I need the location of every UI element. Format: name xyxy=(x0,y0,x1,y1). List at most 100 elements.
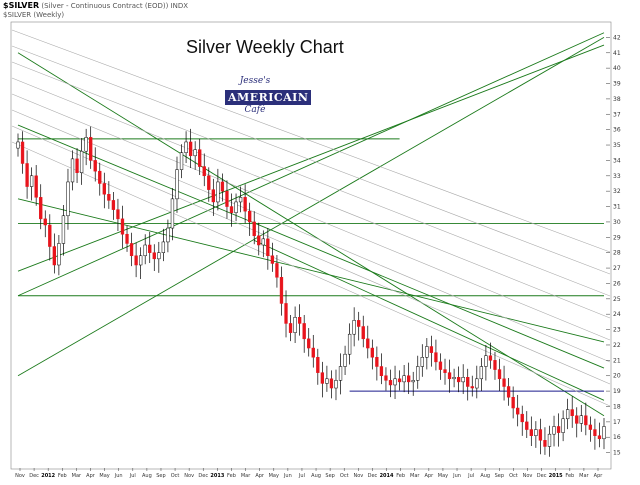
x-tick-label: Dec xyxy=(368,473,378,479)
candle-body xyxy=(429,346,434,353)
candle-body xyxy=(152,252,156,260)
candle-body xyxy=(347,333,352,355)
x-tick-label: Dec xyxy=(537,473,547,479)
y-tick-label: 41 xyxy=(613,50,621,57)
y-tick-label: 15 xyxy=(613,450,621,457)
fan-line-4 xyxy=(11,93,611,341)
x-tick-label: Aug xyxy=(142,473,152,479)
symbol-description: (Silver - Continuous Contract (EOD)) IND… xyxy=(41,2,189,10)
x-tick-label: Mar xyxy=(410,473,420,479)
candle-body xyxy=(438,361,443,370)
candle-body xyxy=(447,372,452,380)
candle-body xyxy=(184,141,188,153)
candle-body xyxy=(361,326,365,340)
candle-body xyxy=(188,141,193,157)
candle-body xyxy=(257,235,261,246)
candle-body xyxy=(166,227,170,243)
candle-body xyxy=(111,200,116,210)
candle-body xyxy=(288,323,293,333)
x-tick-label: Sep xyxy=(156,473,165,479)
candle-body xyxy=(61,215,66,244)
y-tick-label: 23 xyxy=(613,327,621,334)
candle-body xyxy=(488,355,493,361)
x-tick-label: Dec xyxy=(198,473,208,479)
candle-body xyxy=(375,357,379,367)
fan-line-1 xyxy=(11,45,611,275)
candle-body xyxy=(261,238,265,246)
candle-body xyxy=(102,183,106,195)
x-tick-label: Feb xyxy=(565,473,574,479)
candle-body xyxy=(193,149,197,157)
candle-body xyxy=(29,175,34,187)
x-tick-label: Oct xyxy=(171,473,180,479)
candle-body xyxy=(125,233,129,244)
logo-line1: Jesse's xyxy=(239,76,271,86)
candle-body xyxy=(270,255,275,264)
candle-body xyxy=(556,426,561,433)
candle-body xyxy=(307,338,311,349)
y-tick-label: 24 xyxy=(613,311,621,318)
candle-body xyxy=(579,415,583,424)
y-tick-label: 21 xyxy=(613,357,621,364)
candle-body xyxy=(538,429,543,441)
cafe-logo: Jesse's AMERICAIN Café xyxy=(225,76,312,122)
y-tick-label: 28 xyxy=(613,250,621,257)
candle-body xyxy=(75,158,79,173)
candle-body xyxy=(79,150,84,173)
candle-body xyxy=(529,429,533,436)
candle-body xyxy=(456,377,461,383)
y-tick-label: 32 xyxy=(613,188,621,195)
candle-body xyxy=(388,380,393,386)
candle-body xyxy=(470,386,474,389)
x-tick-label: 2015 xyxy=(549,473,563,479)
candle-body xyxy=(602,426,606,440)
candle-body xyxy=(502,378,506,387)
chart-header: $SILVER (Silver - Continuous Contract (E… xyxy=(3,1,188,10)
x-tick-label: Mar xyxy=(72,473,82,479)
x-tick-label: Mar xyxy=(579,473,589,479)
y-tick-label: 34 xyxy=(613,157,621,164)
x-tick-label: Nov xyxy=(353,473,363,479)
candle-body xyxy=(234,201,238,213)
candle-body xyxy=(238,197,243,203)
y-tick-label: 17 xyxy=(613,419,621,426)
y-tick-label: 16 xyxy=(613,434,621,441)
candle-body xyxy=(207,175,211,190)
candle-body xyxy=(134,255,138,266)
candle-body xyxy=(534,429,538,436)
candle-body xyxy=(89,137,93,161)
x-tick-label: Mar xyxy=(241,473,251,479)
fan-line-3 xyxy=(11,77,611,319)
candle-body xyxy=(416,366,420,381)
candle-body xyxy=(275,263,279,278)
trendline-6 xyxy=(254,239,605,401)
y-tick-label: 22 xyxy=(613,342,621,349)
y-tick-label: 19 xyxy=(613,388,621,395)
candle-body xyxy=(479,366,484,380)
candle-body xyxy=(16,141,20,149)
candle-body xyxy=(243,197,247,212)
x-axis: Nov Dec 2012 Feb Mar Apr May Jun Jul Aug Sep Oct Nov… xyxy=(15,468,603,479)
candle-body xyxy=(138,255,143,266)
y-tick-label: 39 xyxy=(613,81,621,88)
candle-body xyxy=(229,206,234,213)
candle-body xyxy=(116,209,120,220)
candle-body xyxy=(248,210,252,223)
x-tick-label: Jun xyxy=(114,473,123,479)
x-tick-label: Feb xyxy=(227,473,236,479)
y-tick-label: 25 xyxy=(613,296,621,303)
candle-body xyxy=(484,355,488,367)
series-label: $SILVER (Weekly) xyxy=(3,11,65,19)
x-tick-label: Oct xyxy=(509,473,518,479)
x-tick-label: Dec xyxy=(29,473,39,479)
candle-body xyxy=(338,366,343,381)
candle-body xyxy=(493,360,497,370)
candle-body xyxy=(584,415,588,426)
candle-body xyxy=(434,352,438,363)
y-tick-label: 36 xyxy=(613,127,621,134)
candle-body xyxy=(411,380,415,383)
candle-body xyxy=(43,218,47,226)
candle-body xyxy=(379,366,384,376)
candle-body xyxy=(157,252,161,260)
x-tick-label: Apr xyxy=(594,473,604,479)
